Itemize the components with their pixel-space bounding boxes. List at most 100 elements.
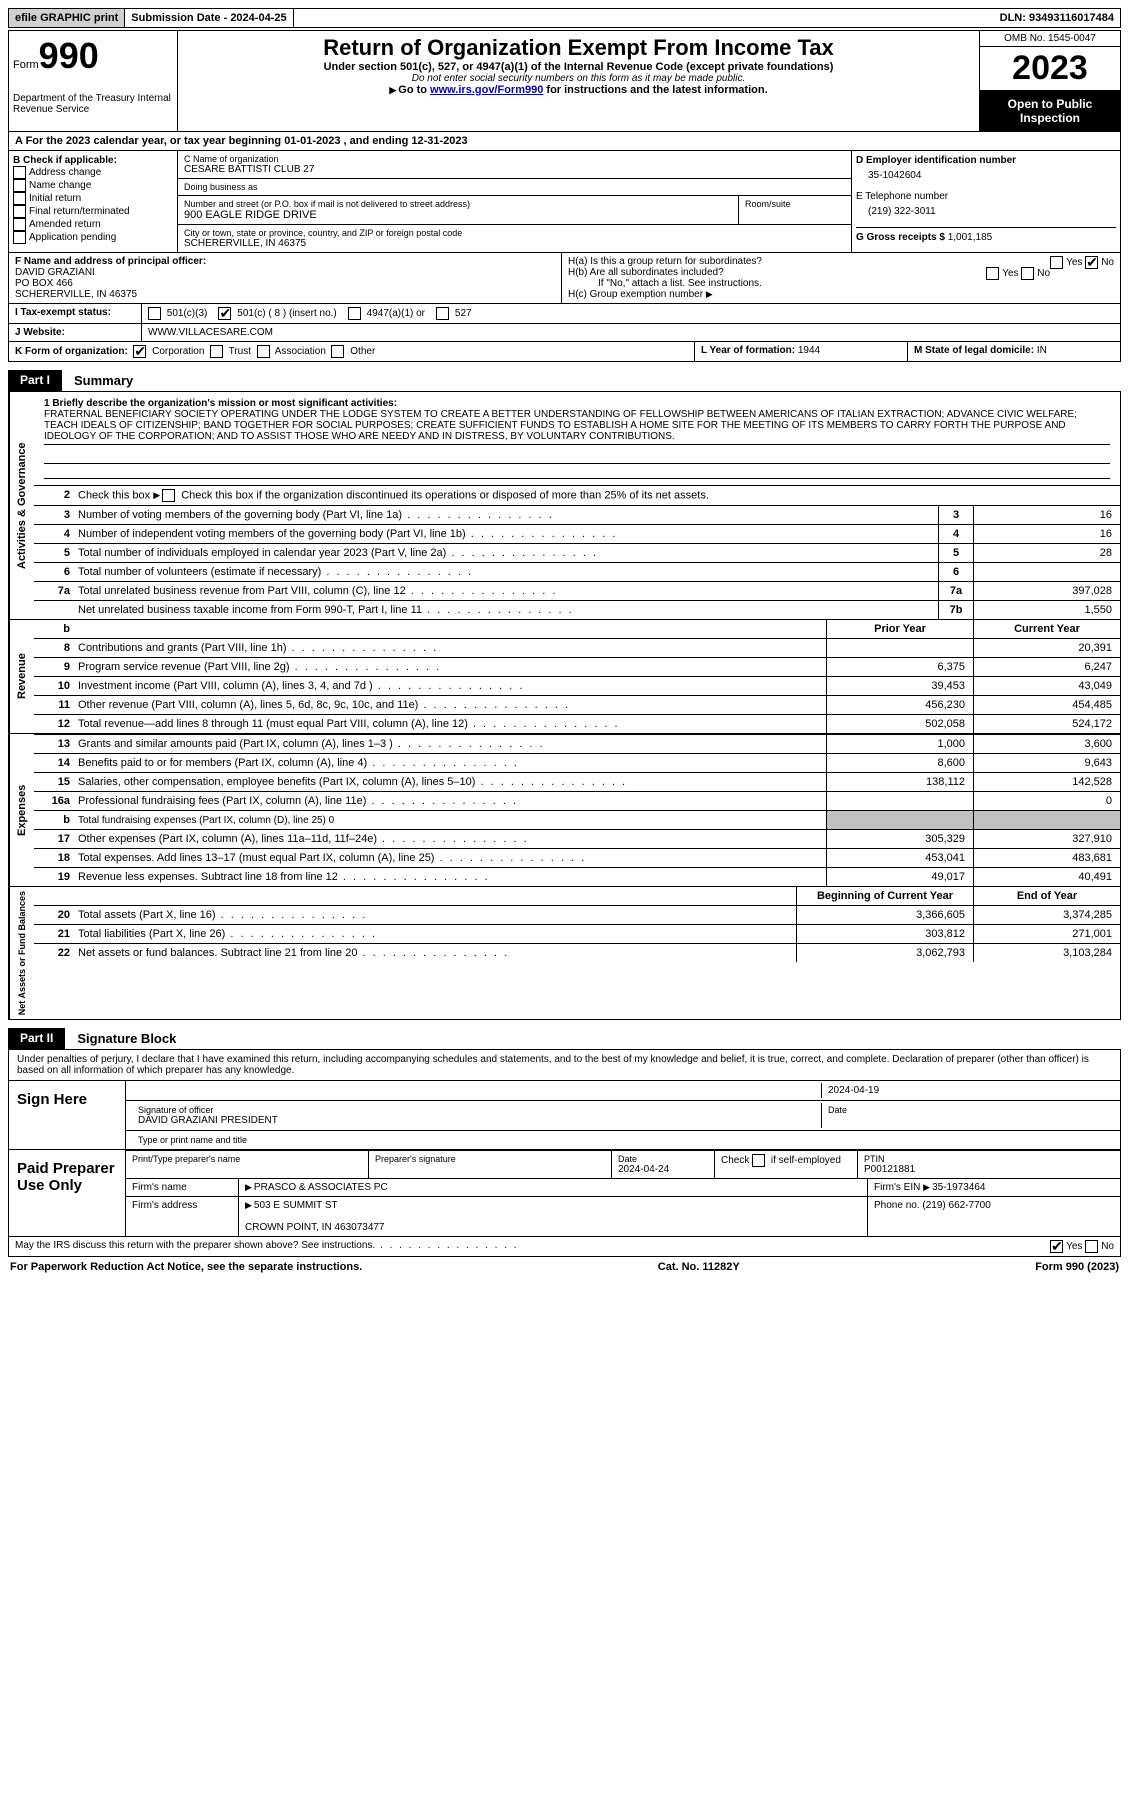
part1-tab: Part I [8, 370, 62, 392]
line-num: 21 [34, 925, 76, 943]
blank [76, 620, 826, 638]
firm-name-label: Firm's name [126, 1179, 239, 1196]
hb-yes[interactable] [986, 267, 999, 280]
discuss-no[interactable] [1085, 1240, 1098, 1253]
table-row: 19 Revenue less expenses. Subtract line … [34, 867, 1120, 886]
line-value: 1,550 [973, 601, 1120, 619]
check-self-employed[interactable] [752, 1154, 765, 1167]
website-value: WWW.VILLACESARE.COM [142, 324, 1120, 341]
gross-value: 1,001,185 [948, 232, 993, 243]
top-bar: efile GRAPHIC print Submission Date - 20… [8, 8, 1121, 28]
current-value: 3,374,285 [973, 906, 1120, 924]
table-row: b Total fundraising expenses (Part IX, c… [34, 810, 1120, 829]
prior-value: 49,017 [826, 868, 973, 886]
current-value: 142,528 [973, 773, 1120, 791]
sig-date-label: Date [821, 1103, 1114, 1128]
prior-value: 3,062,793 [796, 944, 973, 962]
line-label: Total number of individuals employed in … [76, 544, 938, 562]
prior-value: 305,329 [826, 830, 973, 848]
tel-label: E Telephone number [856, 191, 1116, 202]
check-501c[interactable] [218, 307, 231, 320]
table-row: 8 Contributions and grants (Part VIII, l… [34, 638, 1120, 657]
row-fh: F Name and address of principal officer:… [8, 253, 1121, 304]
ha-yes[interactable] [1050, 256, 1063, 269]
table-row: 15 Salaries, other compensation, employe… [34, 772, 1120, 791]
form-title: Return of Organization Exempt From Incom… [182, 35, 975, 61]
ha-no[interactable] [1085, 256, 1098, 269]
submission-date: Submission Date - 2024-04-25 [125, 9, 293, 27]
check-application-pending[interactable]: Application pending [13, 231, 173, 244]
check-address-change[interactable]: Address change [13, 166, 173, 179]
check-final-return[interactable]: Final return/terminated [13, 205, 173, 218]
firm-addr2: CROWN POINT, IN 463073477 [245, 1222, 385, 1233]
line-label: Total fundraising expenses (Part IX, col… [76, 811, 826, 829]
firm-name: PRASCO & ASSOCIATES PC [254, 1182, 388, 1193]
prior-value: 453,041 [826, 849, 973, 867]
revenue-block: Revenue b Prior Year Current Year 8 Cont… [8, 620, 1121, 734]
line-label: Total liabilities (Part X, line 26) [76, 925, 796, 943]
row-i: I Tax-exempt status: 501(c)(3) 501(c) ( … [8, 304, 1121, 324]
current-value: 524,172 [973, 715, 1120, 733]
line-label: Investment income (Part VIII, column (A)… [76, 677, 826, 695]
prep-date: 2024-04-24 [618, 1164, 708, 1175]
prior-value: 8,600 [826, 754, 973, 772]
line-value: 397,028 [973, 582, 1120, 600]
line-box: 5 [938, 544, 973, 562]
row-j: J Website: WWW.VILLACESARE.COM [8, 324, 1121, 342]
line-label: Total expenses. Add lines 13–17 (must eq… [76, 849, 826, 867]
prior-value: 1,000 [826, 735, 973, 753]
line-label: Net unrelated business taxable income fr… [76, 601, 938, 619]
line-label: Revenue less expenses. Subtract line 18 … [76, 868, 826, 886]
prior-value: 502,058 [826, 715, 973, 733]
side-expenses: Expenses [9, 734, 34, 886]
col-d-info: D Employer identification number 35-1042… [852, 151, 1120, 252]
check-527[interactable] [436, 307, 449, 320]
check-4947[interactable] [348, 307, 361, 320]
check-501c3[interactable] [148, 307, 161, 320]
col-c-org: C Name of organization CESARE BATTISTI C… [178, 151, 852, 252]
line-value: 16 [973, 506, 1120, 524]
table-row: 18 Total expenses. Add lines 13–17 (must… [34, 848, 1120, 867]
addr-label: Number and street (or P.O. box if mail i… [184, 199, 732, 209]
check-corporation[interactable] [133, 345, 146, 358]
check-trust[interactable] [210, 345, 223, 358]
prior-year-header: Prior Year [826, 620, 973, 638]
check-name-change[interactable]: Name change [13, 179, 173, 192]
dept-label: Department of the Treasury Internal Reve… [13, 93, 173, 115]
room-label: Room/suite [745, 199, 845, 209]
discuss-yes[interactable] [1050, 1240, 1063, 1253]
hb-no[interactable] [1021, 267, 1034, 280]
pra-notice: For Paperwork Reduction Act Notice, see … [10, 1261, 362, 1273]
ein-label: D Employer identification number [856, 155, 1116, 166]
line-label: Number of voting members of the governin… [76, 506, 938, 524]
table-row: 20 Total assets (Part X, line 16) 3,366,… [34, 905, 1120, 924]
check-other[interactable] [331, 345, 344, 358]
org-name: CESARE BATTISTI CLUB 27 [184, 164, 845, 175]
table-row: Net unrelated business taxable income fr… [34, 600, 1120, 619]
efile-button[interactable]: efile GRAPHIC print [9, 9, 125, 27]
sig-declaration: Under penalties of perjury, I declare th… [9, 1050, 1120, 1081]
line-label: Grants and similar amounts paid (Part IX… [76, 735, 826, 753]
current-value: 3,600 [973, 735, 1120, 753]
addr-value: 900 EAGLE RIDGE DRIVE [184, 209, 732, 221]
check-amended-return[interactable]: Amended return [13, 218, 173, 231]
line-box: 4 [938, 525, 973, 543]
check-discontinued[interactable] [162, 489, 175, 502]
current-value: 3,103,284 [973, 944, 1120, 962]
line-num: 16a [34, 792, 76, 810]
org-name-label: C Name of organization [184, 154, 845, 164]
line-num: 20 [34, 906, 76, 924]
city-label: City or town, state or province, country… [184, 228, 845, 238]
irs-link[interactable]: www.irs.gov/Form990 [430, 84, 543, 96]
table-row: 10 Investment income (Part VIII, column … [34, 676, 1120, 695]
mission-text: FRATERNAL BENEFICIARY SOCIETY OPERATING … [44, 409, 1110, 445]
line-label: Professional fundraising fees (Part IX, … [76, 792, 826, 810]
row-klm: K Form of organization: Corporation Trus… [8, 342, 1121, 362]
line-num: 10 [34, 677, 76, 695]
blank [34, 887, 76, 905]
form-number: Form990 [13, 35, 173, 77]
line-label: Benefits paid to or for members (Part IX… [76, 754, 826, 772]
check-initial-return[interactable]: Initial return [13, 192, 173, 205]
check-association[interactable] [257, 345, 270, 358]
ptin-value: P00121881 [864, 1164, 1114, 1175]
